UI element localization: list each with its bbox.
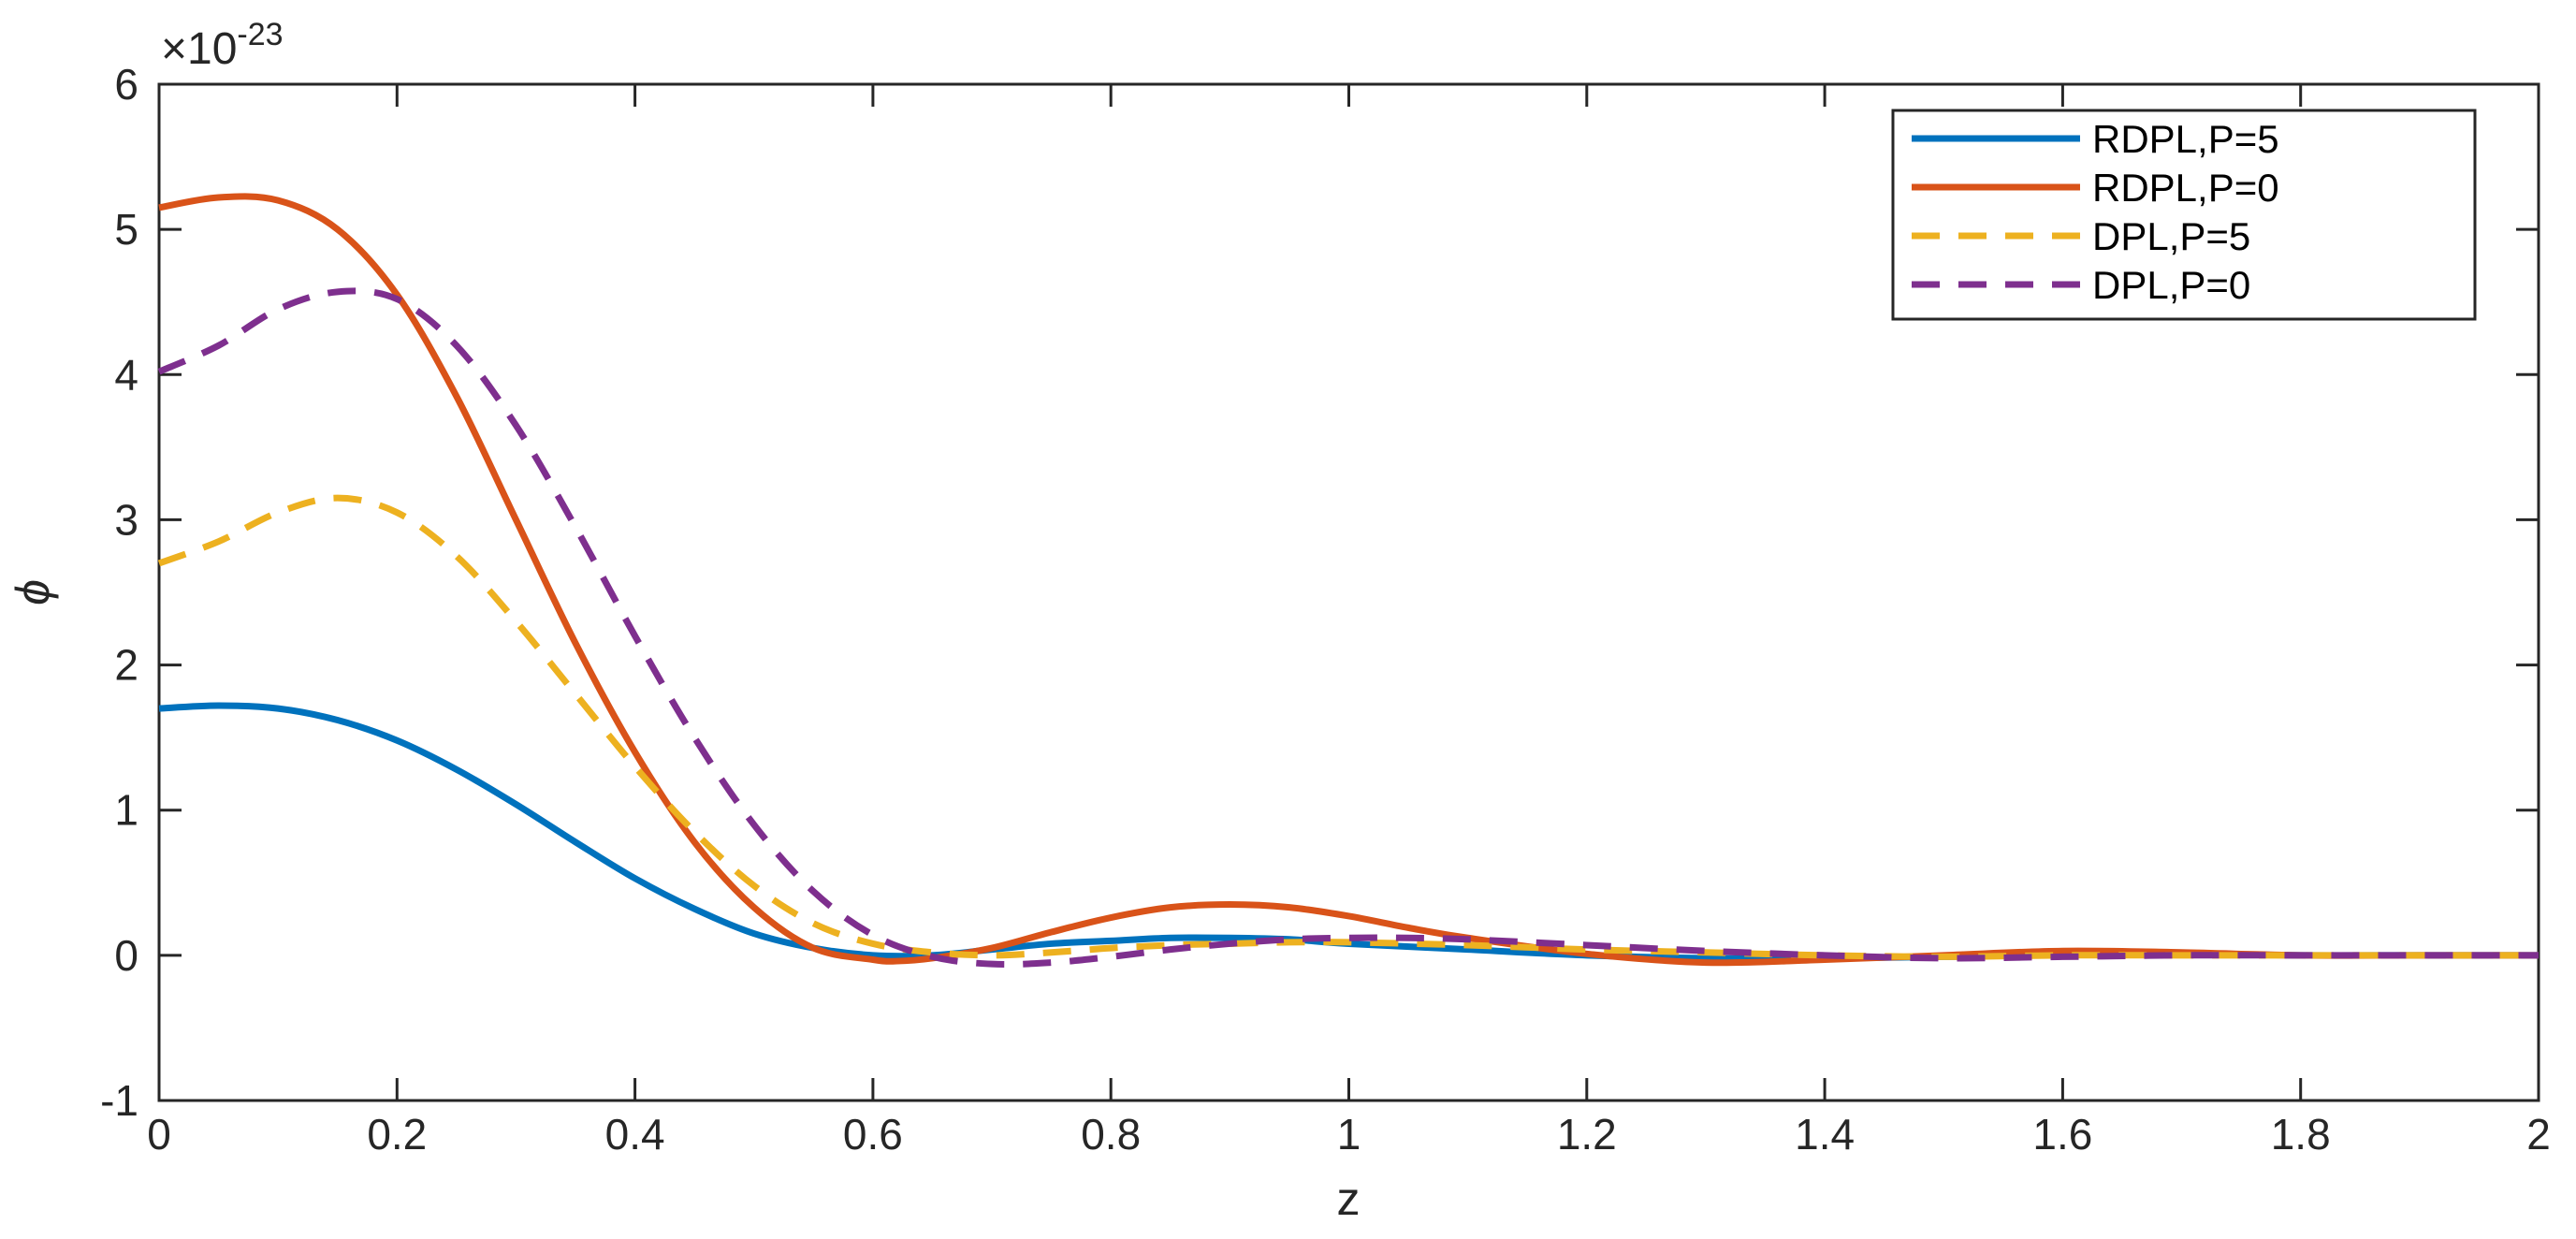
y-axis-label: ϕ	[7, 579, 59, 605]
series-line-3	[157, 494, 2539, 960]
series-line-4	[157, 287, 2539, 969]
x-axis: 0 0.2 0.4 0.6 0.8 1 1.2 1.4 1.6 1.8 2	[147, 84, 2551, 1159]
series-layer	[157, 193, 2539, 969]
x-tick-label: 1.4	[1795, 1110, 1855, 1159]
y-axis-multiplier: ×10-23	[161, 17, 284, 74]
x-axis-label: z	[1337, 1173, 1361, 1225]
x-tick-label: 0	[147, 1110, 171, 1159]
y-tick-label: 0	[114, 931, 138, 980]
x-tick-label: 0.2	[367, 1110, 427, 1159]
legend-box	[1891, 109, 2477, 321]
y-tick-label: 1	[114, 786, 138, 835]
x-tick-label: 0.8	[1081, 1110, 1141, 1159]
x-tick-label: 2	[2526, 1110, 2551, 1159]
x-tick-label: 0.6	[843, 1110, 903, 1159]
y-tick-label: 3	[114, 495, 138, 544]
y-tick-label: 6	[114, 60, 138, 109]
x-tick-label: 1.2	[1557, 1110, 1617, 1159]
y-tick-label: 5	[114, 205, 138, 254]
legend-label-4: DPL,P=0	[2092, 263, 2250, 307]
y-tick-label: 2	[114, 641, 138, 690]
x-tick-label: 1	[1337, 1110, 1361, 1159]
legend-label-3: DPL,P=5	[2092, 214, 2250, 258]
y-tick-label: 4	[114, 350, 138, 399]
y-axis: -1 0 1 2 3 4 5 6	[100, 60, 2539, 1125]
x-tick-label: 0.4	[605, 1110, 665, 1159]
x-tick-label: 1.6	[2032, 1110, 2092, 1159]
legend-label-1: RDPL,P=5	[2092, 117, 2279, 161]
x-tick-label: 1.8	[2271, 1110, 2331, 1159]
y-tick-label: -1	[100, 1076, 138, 1125]
legend-label-2: RDPL,P=0	[2092, 166, 2279, 210]
